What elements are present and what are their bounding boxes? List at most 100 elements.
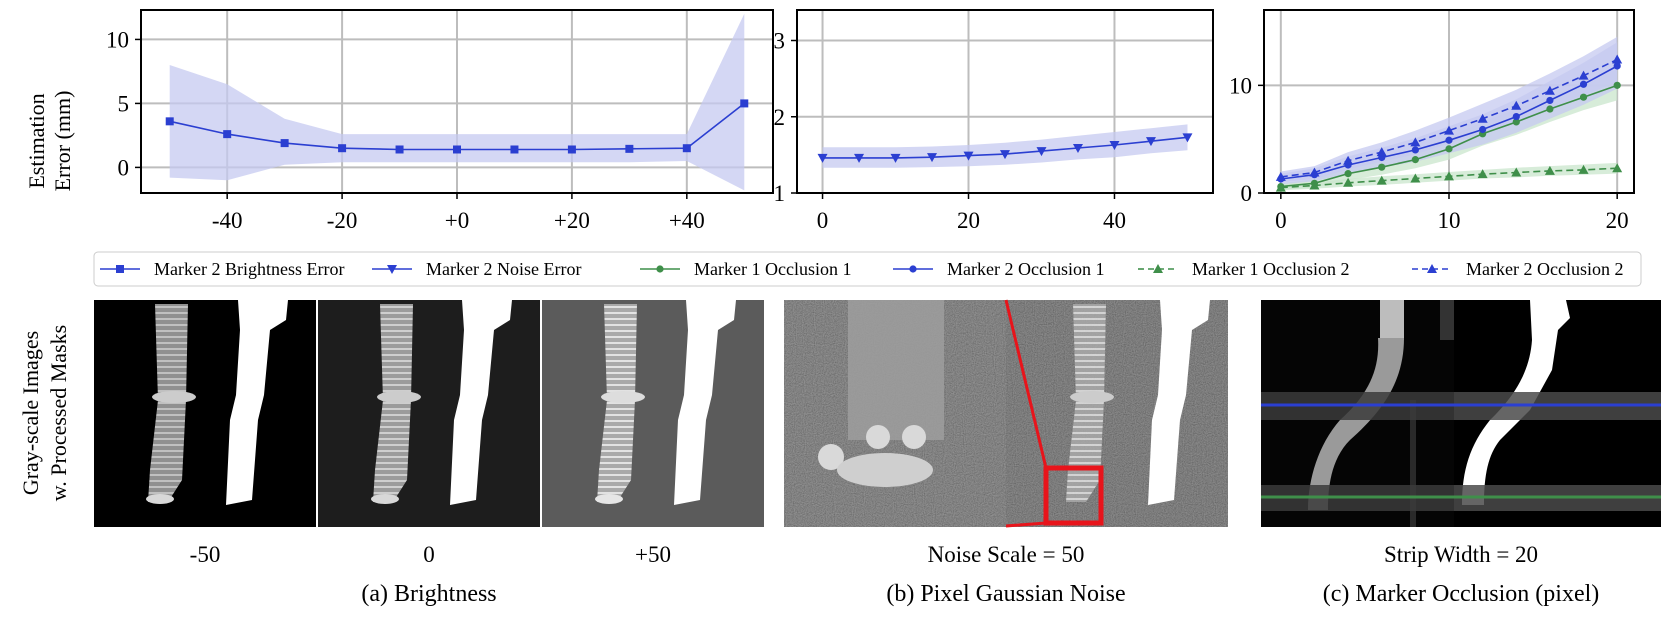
occlusion-xtick-label-1: 10 — [1438, 208, 1461, 233]
occlusion-point-0-8 — [1546, 105, 1554, 113]
legend-label-2: Marker 1 Occlusion 1 — [694, 259, 851, 279]
caption-c: (c) Marker Occlusion (pixel) — [1323, 581, 1600, 607]
noise-point-0-4 — [963, 151, 974, 161]
legend-marker-4 — [1153, 264, 1163, 273]
legend-items: Marker 2 Brightness Error Marker 2 Noise … — [100, 259, 1623, 279]
legend-label-0: Marker 2 Brightness Error — [154, 259, 344, 279]
occlusion-point-0-7 — [1512, 118, 1520, 126]
zoom-connector-bottom — [1005, 521, 1047, 528]
brightness-ytick-label-1: 5 — [118, 91, 130, 116]
noise-point-0-9 — [1145, 137, 1156, 147]
noise-axes-frame — [796, 9, 1214, 194]
brightness-image-minus50 — [94, 300, 316, 527]
occlusion-point-3-3 — [1376, 147, 1387, 157]
brightness-image-0 — [318, 300, 540, 527]
occlusion-gray-image — [1261, 300, 1454, 527]
noise-point-0-2 — [890, 153, 901, 163]
noise-point-0-5 — [1000, 150, 1010, 160]
occlusion-point-2-7 — [1511, 167, 1522, 177]
noise-point-0-8 — [1109, 140, 1120, 150]
occlusion-point-3-2 — [1343, 155, 1354, 165]
occlusion-xtick-label-2: 20 — [1606, 208, 1629, 233]
occlusion-point-1-7 — [1512, 112, 1520, 121]
brightness-point-0-4 — [395, 145, 404, 154]
brightness-point-0-2 — [280, 139, 289, 148]
legend-item-4: Marker 1 Occlusion 2 — [1138, 259, 1349, 279]
occlusion-point-3-10 — [1612, 54, 1623, 64]
y-axis-title-line1: Estimation — [24, 93, 49, 188]
occlusion-point-3-5 — [1444, 125, 1454, 135]
image-row-title: Gray-scale Images w. Processed Masks — [18, 325, 71, 501]
noise-point-0-7 — [1072, 144, 1083, 154]
occlusion-images: Strip Width = 20 (c) Marker Occlusion (p… — [1261, 300, 1661, 607]
noise-images: Noise Scale = 50 (b) Pixel Gaussian Nois… — [784, 299, 1228, 607]
noise-ytick-label-2: 3 — [774, 29, 786, 54]
plot-noise: 0 20 40 1 2 3 — [774, 9, 1214, 233]
legend-item-1: Marker 2 Noise Error — [372, 259, 581, 279]
occlusion-point-1-6 — [1479, 125, 1487, 134]
legend-label-4: Marker 1 Occlusion 2 — [1192, 259, 1349, 279]
occlusion-point-2-10 — [1612, 163, 1623, 173]
occlusion-point-3-8 — [1544, 85, 1555, 95]
legend-item-0: Marker 2 Brightness Error — [100, 259, 344, 279]
caption-a: (a) Brightness — [361, 581, 496, 607]
caption-b: (b) Pixel Gaussian Noise — [886, 581, 1125, 607]
occlusion-series-line-3 — [1280, 58, 1618, 178]
brightness-label-0: 0 — [423, 542, 435, 567]
occlusion-xtick-label-0: 0 — [1275, 208, 1287, 233]
legend-marker-2 — [656, 265, 664, 273]
occlusion-point-3-6 — [1477, 113, 1488, 123]
brightness-xtick-label-4: +40 — [669, 208, 705, 233]
occlusion-point-2-4 — [1410, 173, 1421, 183]
legend-frame — [93, 251, 1642, 287]
noise-point-0-1 — [854, 153, 865, 163]
noise-ytick-label-1: 2 — [774, 105, 786, 130]
plot-occlusion: 0 10 20 0 10 — [1229, 9, 1635, 233]
y-axis-title: Estimation Error (mm) — [24, 91, 75, 192]
occlusion-point-0-9 — [1579, 93, 1588, 101]
occlusion-point-0-10 — [1613, 81, 1621, 89]
brightness-xtick-label-1: -20 — [327, 208, 358, 233]
legend-marker-5 — [1427, 264, 1437, 273]
brightness-point-0-6 — [510, 145, 519, 154]
image-row-title-line2: w. Processed Masks — [46, 325, 71, 501]
legend-item-3: Marker 2 Occlusion 1 — [893, 259, 1104, 279]
occlusion-point-1-8 — [1546, 96, 1554, 105]
occlusion-point-2-1 — [1309, 180, 1320, 190]
occlusion-point-1-10 — [1613, 62, 1621, 70]
legend: Marker 2 Brightness Error Marker 2 Noise … — [93, 251, 1642, 287]
occlusion-label: Strip Width = 20 — [1384, 542, 1538, 567]
occlusion-point-1-5 — [1445, 136, 1453, 144]
occlusion-point-3-1 — [1309, 167, 1320, 177]
noise-xtick-label-0: 0 — [817, 208, 829, 233]
occlusion-ytick-label-0: 0 — [1241, 181, 1253, 206]
brightness-point-0-8 — [625, 144, 634, 153]
brightness-point-0-3 — [338, 144, 347, 153]
occlusion-point-3-4 — [1410, 137, 1421, 147]
brightness-point-0-9 — [682, 144, 691, 153]
noise-point-0-10 — [1182, 133, 1193, 143]
brightness-point-0-0 — [165, 117, 174, 126]
noise-xtick-label-2: 40 — [1103, 208, 1126, 233]
brightness-xtick-label-0: -40 — [212, 208, 243, 233]
noise-point-0-3 — [927, 153, 938, 163]
legend-label-5: Marker 2 Occlusion 2 — [1466, 259, 1623, 279]
brightness-point-0-1 — [223, 130, 232, 139]
occlusion-point-2-0 — [1275, 182, 1286, 192]
occlusion-mask-image — [1454, 300, 1661, 527]
noise-ytick-label-0: 1 — [774, 181, 786, 206]
occlusion-point-2-6 — [1477, 169, 1488, 179]
zoom-box — [1043, 465, 1104, 526]
occlusion-point-3-0 — [1275, 171, 1286, 181]
legend-item-5: Marker 2 Occlusion 2 — [1412, 259, 1623, 279]
occlusion-point-2-9 — [1578, 164, 1589, 174]
y-axis-title-line2: Error (mm) — [50, 91, 75, 192]
occlusion-point-2-2 — [1343, 177, 1354, 187]
occlusion-point-2-3 — [1376, 175, 1387, 185]
brightness-ytick-label-2: 10 — [106, 27, 129, 52]
brightness-image-plus50 — [542, 300, 764, 527]
occlusion-point-0-4 — [1411, 156, 1419, 164]
occlusion-point-3-9 — [1578, 70, 1589, 80]
brightness-ytick-label-0: 0 — [118, 155, 130, 180]
